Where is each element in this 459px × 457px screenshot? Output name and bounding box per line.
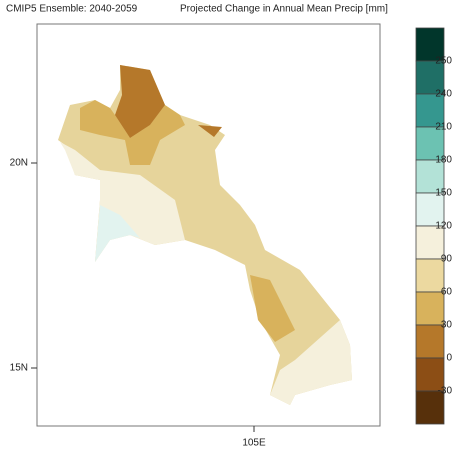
x-label: 105E (242, 438, 266, 449)
colorbar-label: 90 (441, 254, 453, 265)
region-60 (80, 100, 185, 165)
y-label: 15N (10, 363, 28, 374)
colorbar-label: 150 (435, 188, 452, 199)
colorbar-label: 240 (435, 89, 452, 100)
title-left: CMIP5 Ensemble: 2040-2059 (6, 4, 138, 15)
colorbar-box (415, 192, 445, 227)
title-right: Projected Change in Annual Mean Precip [… (180, 4, 388, 15)
colorbar-label: 180 (435, 155, 452, 166)
region-90 (60, 142, 185, 262)
colorbar-box (415, 324, 445, 359)
colorbar-box (415, 225, 445, 260)
region-30b (198, 125, 222, 137)
region-90b (270, 320, 352, 405)
colorbar-label: 0 (446, 353, 452, 364)
colorbar-label: 210 (435, 122, 452, 133)
region-120 (95, 205, 140, 262)
colorbar-label: 120 (435, 221, 452, 232)
colorbar-box (415, 258, 445, 293)
region-fields (58, 65, 352, 405)
colorbar-box (415, 390, 445, 425)
colorbar-label: 60 (441, 287, 453, 298)
colorbar-box (415, 159, 445, 194)
region-30 (115, 65, 165, 138)
colorbar-box (415, 126, 445, 161)
region-60b (250, 275, 295, 342)
colorbar-label: -30 (438, 386, 453, 397)
colorbar-label: 250 (435, 56, 452, 67)
colorbar-box (415, 291, 445, 326)
y-label: 20N (10, 158, 28, 169)
colorbar-label: 30 (441, 320, 453, 331)
colorbar: 250 240 210 180 150 120 90 60 30 0 -30 (415, 27, 453, 425)
